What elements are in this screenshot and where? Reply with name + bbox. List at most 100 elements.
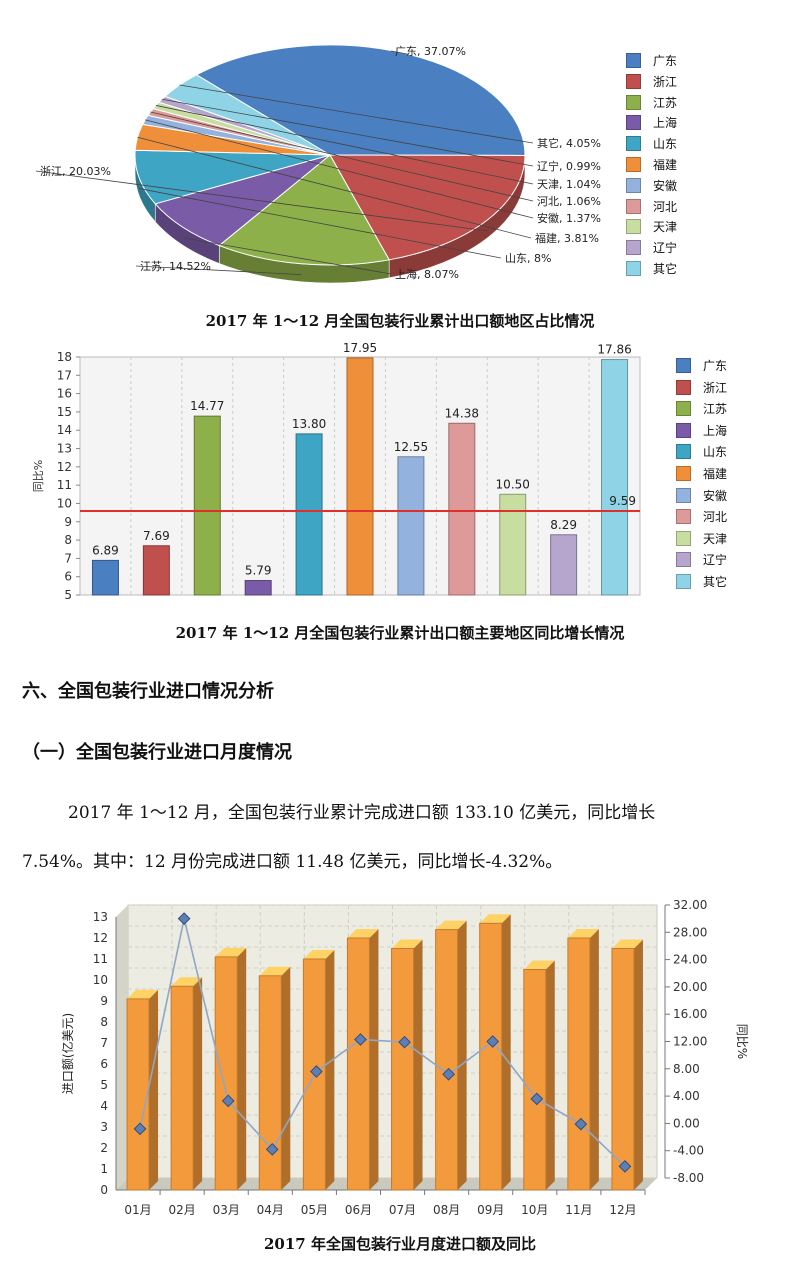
pie-data-label: 山东, 8% <box>505 252 551 265</box>
y-tick-label: 12 <box>93 931 108 945</box>
pie-slice <box>154 154 331 247</box>
bar-value-label: 14.77 <box>190 399 224 413</box>
y-tick-label: 5 <box>100 1078 108 1092</box>
bar-side <box>633 939 643 1190</box>
bar-top <box>215 947 247 957</box>
bar-side <box>545 960 555 1190</box>
pie-slice <box>218 154 390 266</box>
bar <box>91 559 119 596</box>
x-tick-label: 10月 <box>521 1203 548 1217</box>
legend-item: 辽宁 <box>626 239 677 256</box>
x-tick-label: 09月 <box>477 1203 504 1217</box>
legend-item: 浙江 <box>626 73 677 90</box>
legend-label: 广东 <box>703 359 728 373</box>
legend-label: 浙江 <box>653 74 678 89</box>
legend-swatch <box>676 487 691 503</box>
bar-top <box>523 960 555 970</box>
growth-point <box>486 1035 500 1048</box>
reference-line-label: 9.59 <box>609 494 636 508</box>
growth-point <box>442 1067 455 1081</box>
legend-swatch <box>626 240 641 256</box>
bar-top <box>347 929 379 938</box>
y2-tick-label: 28.00 <box>673 925 707 939</box>
bar-side <box>369 929 379 1190</box>
y-tick-label: 6 <box>64 570 72 584</box>
bar-value-label: 17.86 <box>597 343 631 357</box>
growth-line <box>139 918 626 1167</box>
legend-label: 广东 <box>653 54 678 68</box>
pie-slice <box>329 154 526 261</box>
bar-top <box>435 920 467 930</box>
legend-label: 河北 <box>703 510 728 525</box>
bar <box>567 937 591 1191</box>
bar <box>479 922 503 1191</box>
legend-label: 辽宁 <box>653 241 678 256</box>
pie-leader-line <box>145 119 534 219</box>
y-tick-label: 5 <box>64 588 72 602</box>
bar-top <box>567 929 599 938</box>
y2-tick-label: 0.00 <box>673 1116 700 1130</box>
y-tick-label: 14 <box>57 423 72 437</box>
bar <box>448 422 476 596</box>
legend-swatch <box>676 444 691 460</box>
legend-item: 天津 <box>626 218 677 235</box>
legend-swatch <box>676 509 691 525</box>
bar <box>295 433 323 596</box>
legend-item: 浙江 <box>676 379 727 396</box>
y-tick-label: 11 <box>93 952 108 966</box>
growth-point <box>221 1094 235 1108</box>
paragraph-line-1: 2017 年 1～12 月，全国包装行业累计完成进口额 133.10 亿美元，同… <box>68 803 656 823</box>
y-tick-label: 11 <box>57 478 72 492</box>
legend-item: 天津 <box>676 530 727 547</box>
bar-value-label: 8.29 <box>550 518 577 532</box>
legend-item: 河北 <box>676 508 727 525</box>
bar-top <box>259 966 291 976</box>
legend-swatch <box>626 157 641 172</box>
x-tick-label: 08月 <box>433 1203 460 1217</box>
bar <box>214 956 238 1191</box>
pie-data-label: 其它, 4.05% <box>537 136 601 150</box>
legend-item: 山东 <box>676 443 727 460</box>
bar-value-label: 7.69 <box>143 529 170 543</box>
plot-floor <box>116 1178 657 1190</box>
pie-data-label: 江苏, 14.52% <box>140 260 211 273</box>
legend-swatch <box>626 177 641 193</box>
x-tick-label: 02月 <box>168 1203 195 1217</box>
bar <box>193 415 221 596</box>
legend-item: 安徽 <box>626 177 677 194</box>
bar <box>142 545 170 596</box>
legend-swatch <box>676 401 691 417</box>
growth-point <box>177 912 191 926</box>
bar-value-label: 5.79 <box>245 564 272 578</box>
growth-point <box>574 1117 588 1131</box>
bar <box>170 985 194 1191</box>
y-tick-label: 13 <box>93 910 108 924</box>
bar <box>346 937 370 1191</box>
legend-item: 福建 <box>676 465 727 482</box>
pie-chart: 广东, 37.07% 浙江, 20.03% 江苏, 14.52% 上海, 8.07% 山… <box>35 44 601 284</box>
pie-chart-caption: 2017 年 1～12 月全国包装行业累计出口额地区占比情况 <box>205 312 595 330</box>
paragraph-line-2: 7.54%。其中：12 月份完成进口额 11.48 亿美元，同比增长-4.32%… <box>22 852 563 872</box>
pie-leader-line <box>155 105 534 185</box>
pie-leader-line <box>179 84 534 144</box>
y2-tick-label: -4.00 <box>673 1144 704 1158</box>
legend-item: 福建 <box>626 156 677 173</box>
bar <box>435 929 459 1191</box>
legend-swatch <box>626 53 641 68</box>
y-tick-label: 3 <box>100 1120 108 1134</box>
pie-leader-line <box>139 188 502 259</box>
y-tick-label: 4 <box>100 1099 108 1113</box>
pie-leader-line <box>161 98 534 167</box>
bar-top <box>611 939 643 949</box>
legend-label: 福建 <box>653 158 678 172</box>
y2-tick-label: 16.00 <box>673 1007 707 1021</box>
x-tick-label: 11月 <box>565 1203 592 1217</box>
bar-side <box>589 929 599 1190</box>
pie-data-label: 上海, 8.07% <box>395 267 459 281</box>
bar <box>391 948 415 1191</box>
y-tick-label: 7 <box>64 551 72 565</box>
legend-label: 天津 <box>703 531 728 546</box>
legend-label: 福建 <box>703 467 728 481</box>
bar <box>611 948 635 1191</box>
legend-item: 上海 <box>626 114 677 131</box>
